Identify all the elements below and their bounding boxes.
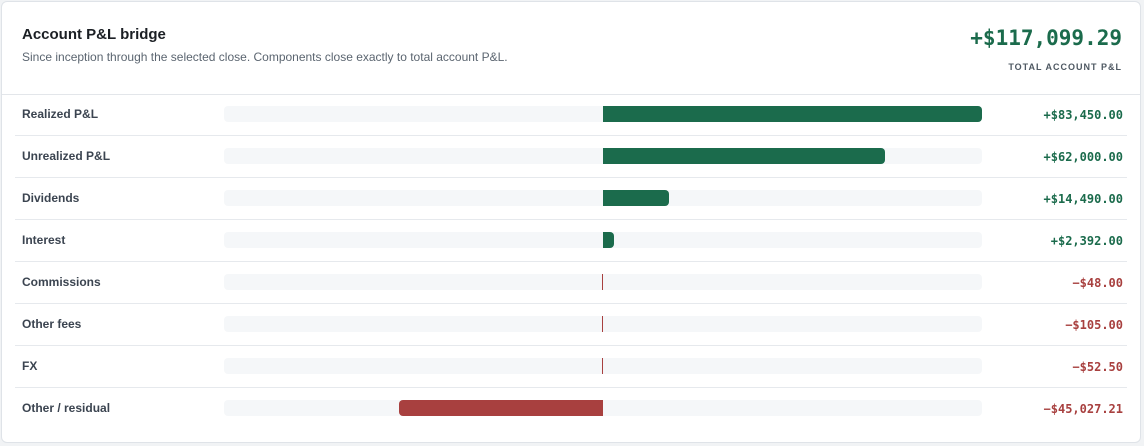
component-value: −$52.50: [1072, 360, 1123, 374]
bar: [603, 106, 982, 122]
pnl-component-list: Realized P&L +$83,450.00 Unrealized P&L +$6…: [2, 94, 1140, 429]
bar-track: [224, 400, 982, 416]
card-header: Account P&L bridge Since inception throu…: [2, 2, 1140, 95]
table-row: Realized P&L +$83,450.00: [15, 94, 1127, 136]
bar: [603, 148, 885, 164]
component-value: +$83,450.00: [1043, 108, 1123, 122]
component-label: Commissions: [22, 275, 101, 289]
bar: [603, 190, 669, 206]
bar-track: [224, 316, 982, 332]
table-row: Other fees −$105.00: [15, 304, 1127, 346]
component-label: Unrealized P&L: [22, 149, 111, 163]
component-value: +$14,490.00: [1043, 192, 1123, 206]
total-account-pnl-value: +$117,099.29: [970, 26, 1122, 50]
component-label: Realized P&L: [22, 107, 99, 121]
table-row: Interest +$2,392.00: [15, 220, 1127, 262]
bar-track: [224, 358, 982, 374]
card-subtitle: Since inception through the selected clo…: [22, 50, 508, 64]
table-row: Other / residual −$45,027.21: [15, 388, 1127, 429]
bar: [603, 232, 614, 248]
component-label: FX: [22, 359, 38, 373]
component-value: −$45,027.21: [1043, 402, 1123, 416]
table-row: Unrealized P&L +$62,000.00: [15, 136, 1127, 178]
bar: [398, 400, 603, 416]
bar: [601, 316, 603, 332]
table-row: Commissions −$48.00: [15, 262, 1127, 304]
component-label: Dividends: [22, 191, 80, 205]
card-title: Account P&L bridge: [22, 26, 166, 43]
table-row: Dividends +$14,490.00: [15, 178, 1127, 220]
component-value: +$62,000.00: [1043, 150, 1123, 164]
component-value: −$48.00: [1072, 276, 1123, 290]
component-value: +$2,392.00: [1050, 234, 1123, 248]
bar: [601, 358, 603, 374]
component-label: Other fees: [22, 317, 82, 331]
component-label: Interest: [22, 233, 66, 247]
bar: [601, 274, 603, 290]
component-label: Other / residual: [22, 401, 111, 415]
table-row: FX −$52.50: [15, 346, 1127, 388]
total-account-pnl-label: TOTAL ACCOUNT P&L: [1008, 62, 1122, 72]
bar-track: [224, 274, 982, 290]
component-value: −$105.00: [1065, 318, 1123, 332]
